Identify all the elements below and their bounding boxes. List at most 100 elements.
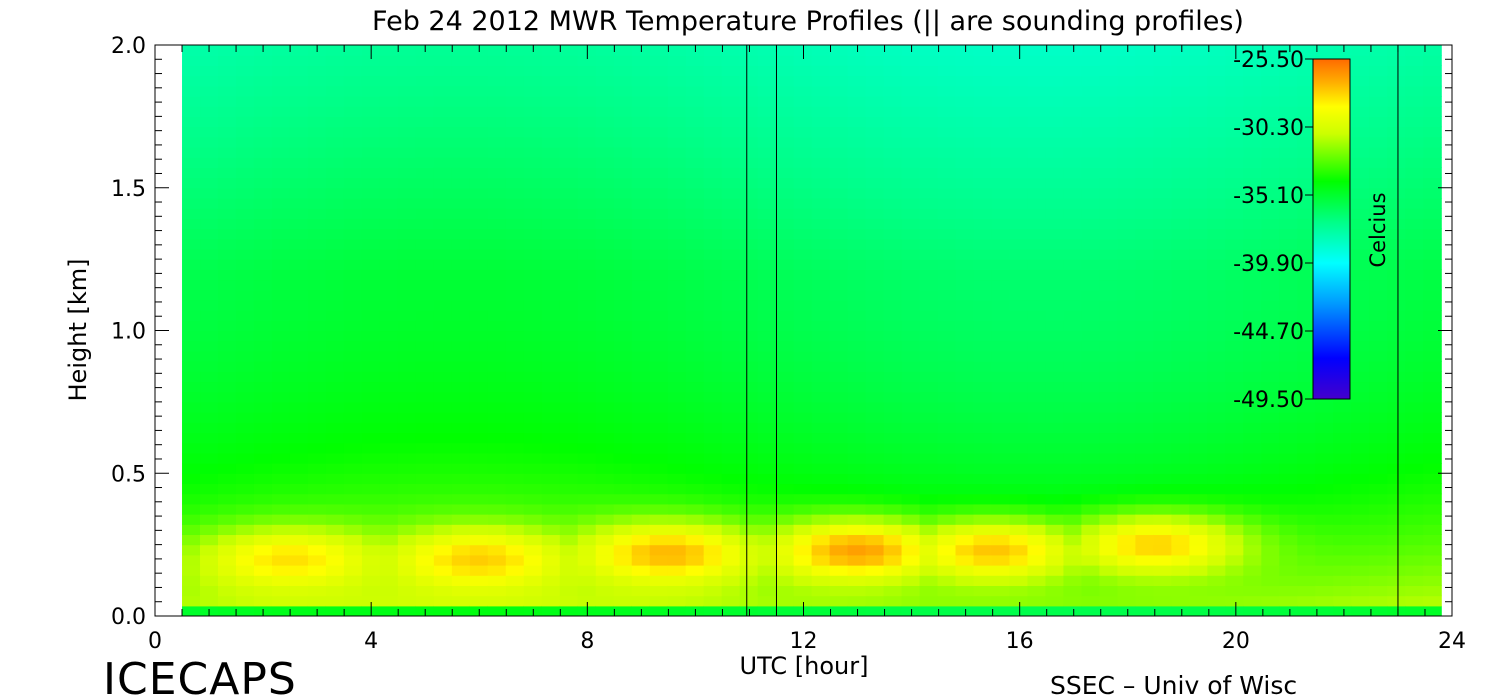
heatmap-cell: [343, 310, 363, 321]
heatmap-cell: [973, 493, 993, 505]
heatmap-cell: [649, 524, 669, 536]
heatmap-cell: [649, 503, 669, 515]
heatmap-cell: [919, 126, 939, 138]
heatmap-cell: [1387, 248, 1406, 260]
heatmap-cell: [1045, 493, 1065, 505]
heatmap-cell: [1225, 218, 1244, 230]
heatmap-cell: [901, 95, 921, 107]
heatmap-cell: [595, 187, 615, 199]
heatmap-cell: [1135, 565, 1154, 576]
heatmap-cell: [649, 320, 669, 332]
heatmap-cell: [271, 605, 291, 616]
heatmap-cell: [451, 350, 471, 362]
heatmap-cell: [541, 381, 561, 393]
heatmap-cell: [1243, 330, 1262, 342]
heatmap-cell: [487, 585, 507, 597]
heatmap-cell: [235, 493, 255, 505]
heatmap-cell: [487, 259, 507, 270]
heatmap-cell: [1369, 136, 1388, 148]
heatmap-cell: [1243, 595, 1262, 607]
colorbar-tick-label: -44.70: [1233, 320, 1304, 345]
heatmap-cell: [253, 534, 273, 546]
heatmap-cell: [847, 238, 867, 250]
heatmap-cell: [1351, 473, 1370, 485]
heatmap-cell: [793, 585, 813, 597]
heatmap-cell: [397, 371, 417, 383]
heatmap-cell: [289, 463, 309, 474]
heatmap-cell: [415, 106, 435, 117]
heatmap-cell: [631, 248, 651, 260]
heatmap-cell: [829, 269, 849, 281]
heatmap-cell: [505, 432, 525, 444]
heatmap-cell: [595, 146, 615, 158]
heatmap-cell: [523, 401, 543, 413]
heatmap-cell: [307, 55, 327, 66]
heatmap-cell: [1333, 595, 1352, 607]
heatmap-cell: [973, 106, 993, 117]
heatmap-cell: [1135, 157, 1154, 168]
heatmap-cell: [217, 473, 237, 485]
heatmap-cell: [271, 106, 291, 117]
heatmap-cell: [1099, 391, 1119, 403]
heatmap-cell: [271, 45, 291, 56]
heatmap-cell: [379, 187, 399, 199]
heatmap-cell: [1279, 391, 1298, 403]
heatmap-cell: [901, 238, 921, 250]
heatmap-cell: [1189, 218, 1208, 230]
heatmap-cell: [847, 136, 867, 148]
heatmap-cell: [433, 371, 453, 383]
heatmap-cell: [847, 167, 867, 179]
heatmap-cell: [271, 238, 291, 250]
heatmap-cell: [901, 432, 921, 444]
heatmap-cell: [901, 463, 921, 474]
heatmap-cell: [793, 401, 813, 413]
heatmap-cell: [307, 401, 327, 413]
heatmap-cell: [271, 259, 291, 270]
heatmap-cell: [1063, 218, 1083, 230]
heatmap-cell: [649, 85, 669, 97]
heatmap-cell: [1369, 585, 1388, 597]
heatmap-cell: [937, 95, 957, 107]
heatmap-cell: [200, 585, 219, 597]
heatmap-cell: [379, 371, 399, 383]
heatmap-cell: [1387, 45, 1406, 56]
heatmap-cell: [955, 320, 975, 332]
heatmap-cell: [1297, 503, 1316, 515]
heatmap-cell: [1279, 177, 1298, 189]
heatmap-cell: [631, 279, 651, 291]
heatmap-cell: [685, 310, 705, 321]
heatmap-cell: [1207, 197, 1226, 209]
heatmap-cell: [919, 534, 939, 546]
heatmap-cell: [1009, 177, 1029, 189]
heatmap-cell: [343, 514, 363, 525]
heatmap-cell: [703, 259, 723, 270]
heatmap-cell: [955, 218, 975, 230]
heatmap-cell: [757, 146, 777, 158]
heatmap-cell: [397, 320, 417, 332]
heatmap-cell: [811, 575, 831, 587]
heatmap-cell: [1153, 432, 1172, 444]
heatmap-cell: [1405, 75, 1424, 87]
heatmap-cell: [1369, 299, 1388, 311]
heatmap-cell: [1045, 157, 1065, 168]
heatmap-cell: [991, 432, 1011, 444]
heatmap-cell: [415, 55, 435, 66]
heatmap-cell: [235, 585, 255, 597]
heatmap-cell: [361, 95, 381, 107]
heatmap-cell: [1189, 259, 1208, 270]
heatmap-cell: [343, 259, 363, 270]
heatmap-cell: [1387, 442, 1406, 454]
heatmap-cell: [487, 279, 507, 291]
heatmap-cell: [253, 452, 273, 464]
heatmap-cell: [1405, 361, 1424, 372]
heatmap-cell: [1063, 514, 1083, 525]
heatmap-cell: [433, 391, 453, 403]
heatmap-cell: [1369, 514, 1388, 525]
heatmap-cell: [595, 524, 615, 536]
heatmap-cell: [829, 55, 849, 66]
heatmap-cell: [631, 483, 651, 495]
heatmap-cell: [847, 75, 867, 87]
heatmap-cell: [1387, 554, 1406, 566]
heatmap-cell: [1081, 350, 1101, 362]
heatmap-cell: [793, 330, 813, 342]
